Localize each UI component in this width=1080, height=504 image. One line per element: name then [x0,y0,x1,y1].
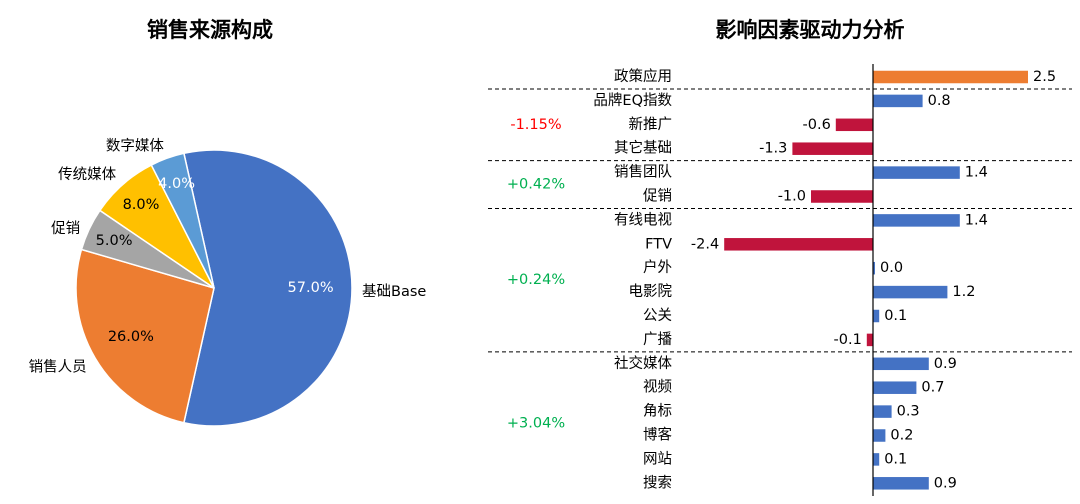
driver-value-label: 0.7 [921,380,944,396]
driver-bar [873,261,875,275]
pie-value-label: 4.0% [158,176,195,192]
group-change-label: +0.42% [507,177,565,193]
pie-value-label: 26.0% [108,329,154,345]
driver-bar [835,118,873,132]
driver-value-label: 1.4 [965,212,988,228]
pie-value-label: 57.0% [288,280,334,296]
driver-value-label: 1.4 [965,165,988,181]
driver-value-label: 1.2 [952,284,975,300]
driver-value-label: 0.1 [884,451,907,467]
pie-chart-title: 销售来源构成 [147,18,273,42]
driver-bar [873,94,923,108]
pie-value-label: 8.0% [123,197,160,213]
pie-category-label: 数字媒体 [106,138,164,155]
driver-value-label: 0.9 [934,356,957,372]
driver-chart-title: 影响因素驱动力分析 [715,18,905,42]
driver-bar [873,309,880,323]
driver-bar [873,477,929,490]
driver-value-label: -1.3 [759,141,787,157]
driver-value-label: 0.2 [890,428,913,444]
pie-slice [183,149,353,427]
group-change-label: +3.04% [507,416,565,432]
driver-bar [873,405,892,418]
driver-value-label: -0.1 [834,332,862,348]
driver-label: 搜索 [643,474,672,491]
driver-label: 视频 [643,379,672,396]
driver-label: 政策应用 [614,67,672,85]
driver-bar [811,190,873,203]
driver-value-label: 0.0 [880,260,903,276]
driver-bar [873,166,960,179]
driver-label: 角标 [643,403,672,420]
driver-label: 社交媒体 [614,354,672,372]
pie-slice [75,248,215,424]
driver-bar [873,214,960,227]
driver-label: FTV [645,236,672,252]
pie-category-label: 销售人员 [29,358,87,375]
group-change-label: +0.24% [507,272,565,288]
pie-category-label: 促销 [51,220,80,237]
driver-bar [873,381,917,394]
driver-label: 新推广 [629,116,673,133]
driver-bar [873,70,1028,84]
driver-bar [873,285,948,299]
driver-value-label: -0.6 [803,117,831,133]
driver-bar [792,142,873,155]
driver-label: 销售团队 [614,164,672,181]
driver-label: 广播 [643,331,672,348]
group-change-label: -1.15% [510,117,561,133]
driver-label: 网站 [643,450,672,467]
driver-bar [866,333,873,347]
driver-value-label: 2.5 [1033,69,1056,85]
pie-slice [150,152,215,289]
driver-value-label: 0.8 [928,93,951,109]
driver-label: 电影院 [629,283,673,300]
driver-value-label: -1.0 [778,189,806,205]
driver-label: 品牌EQ指数 [593,92,672,109]
driver-bar [873,429,886,442]
driver-bar [873,453,880,466]
pie-category-label: 基础Base [362,283,426,300]
driver-label: 户外 [643,259,672,276]
driver-label: 博客 [643,427,672,444]
driver-value-label: -2.4 [691,236,719,252]
driver-bar [724,238,873,251]
driver-label: 其它基础 [614,139,672,157]
driver-value-label: 0.1 [884,308,907,324]
driver-value-label: 0.9 [934,475,957,491]
driver-bar [873,357,929,371]
driver-label: 公关 [643,307,672,324]
driver-label: 促销 [643,188,672,205]
driver-label: 有线电视 [614,211,672,228]
pie-value-label: 5.0% [96,233,133,249]
pie-category-label: 传统媒体 [58,166,116,183]
driver-value-label: 0.3 [897,404,920,420]
